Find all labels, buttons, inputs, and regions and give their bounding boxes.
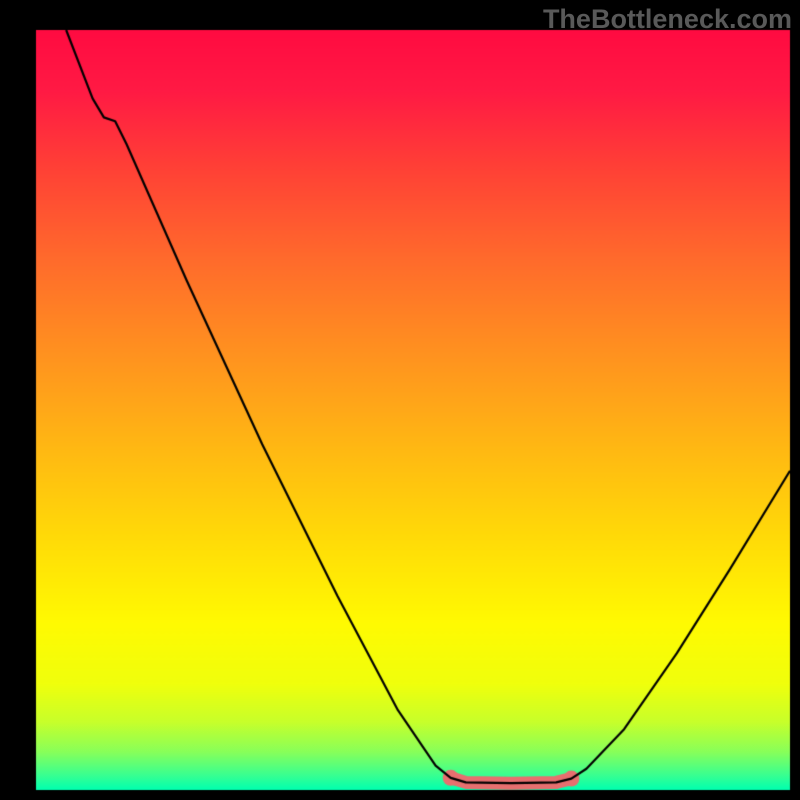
chart-container: TheBottleneck.com: [0, 0, 800, 800]
watermark-text: TheBottleneck.com: [543, 4, 792, 35]
bottleneck-chart-canvas: [0, 0, 800, 800]
